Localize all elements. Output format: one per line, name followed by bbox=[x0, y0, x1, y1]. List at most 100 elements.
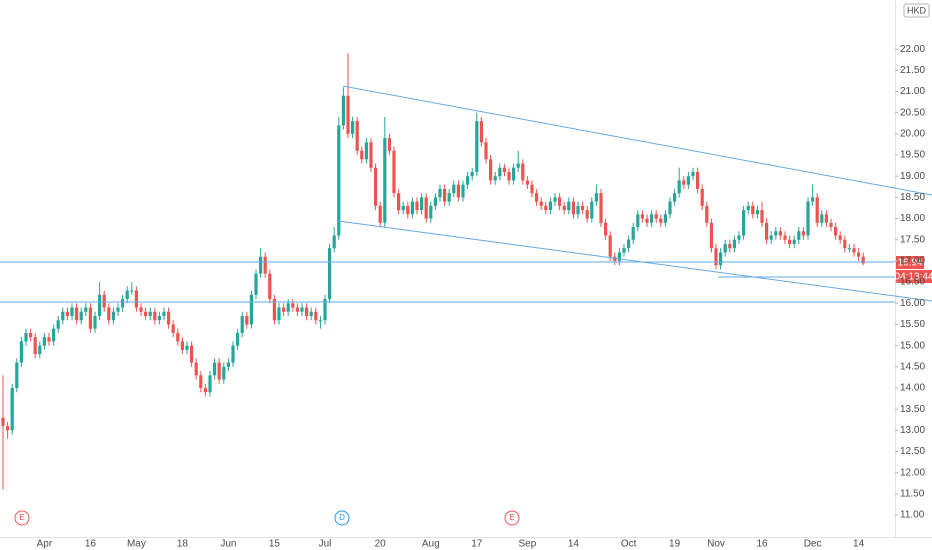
candle-body bbox=[820, 214, 824, 223]
candle-body bbox=[226, 362, 230, 367]
y-tick-label: 12.50 bbox=[900, 446, 925, 457]
candle-body bbox=[512, 167, 516, 181]
candle-body bbox=[475, 121, 479, 172]
candle-body bbox=[1, 417, 5, 427]
candle-body bbox=[139, 307, 143, 312]
candle-body bbox=[153, 311, 157, 321]
candle-body bbox=[29, 332, 33, 338]
candle-body bbox=[360, 150, 364, 160]
candle-body bbox=[10, 387, 14, 431]
candle-body bbox=[236, 332, 240, 346]
candle-body bbox=[125, 290, 129, 300]
y-tick-label: 21.00 bbox=[900, 86, 925, 97]
candle-body bbox=[47, 337, 51, 342]
event-marker[interactable] bbox=[14, 510, 30, 526]
candle-body bbox=[769, 235, 773, 240]
candle-body bbox=[663, 214, 667, 223]
candle-body bbox=[263, 256, 267, 274]
candle-body bbox=[364, 142, 368, 160]
candle-body bbox=[484, 142, 488, 160]
candle-body bbox=[613, 256, 617, 261]
x-tick-label: 14 bbox=[568, 539, 580, 550]
candle-body bbox=[525, 180, 529, 185]
candle-body bbox=[765, 222, 769, 240]
x-tick-label: 20 bbox=[375, 539, 387, 550]
candle-body bbox=[75, 307, 79, 321]
candle-body bbox=[548, 201, 552, 211]
candle-body bbox=[686, 176, 690, 185]
y-tick-label: 11.00 bbox=[900, 510, 925, 521]
candle-body bbox=[774, 231, 778, 236]
candle-body bbox=[470, 171, 474, 177]
candle-body bbox=[70, 307, 74, 316]
candle-body bbox=[778, 231, 782, 236]
y-tick-label: 18.50 bbox=[900, 192, 925, 203]
candle-body bbox=[268, 273, 272, 300]
currency-box[interactable] bbox=[903, 3, 930, 18]
candle-body bbox=[705, 205, 709, 223]
candle-body bbox=[456, 184, 460, 198]
candle-body bbox=[415, 201, 419, 211]
candle-body bbox=[507, 171, 511, 181]
candle-body bbox=[272, 299, 276, 321]
candle-body bbox=[134, 290, 138, 308]
event-label: E bbox=[509, 513, 514, 522]
candle-body bbox=[240, 315, 244, 333]
candle-body bbox=[553, 197, 557, 202]
y-tick-label: 13.00 bbox=[900, 425, 925, 436]
candle-body bbox=[493, 176, 497, 181]
candle-body bbox=[130, 290, 134, 292]
x-tick-label: Sep bbox=[519, 539, 537, 550]
candle-body bbox=[88, 307, 92, 329]
candle-body bbox=[429, 205, 433, 219]
y-tick-label: 17.00 bbox=[900, 256, 925, 267]
candle-body bbox=[852, 248, 856, 253]
candle-body bbox=[121, 299, 125, 308]
candle-body bbox=[300, 307, 304, 312]
candle-body bbox=[213, 362, 217, 376]
candle-body bbox=[314, 311, 318, 321]
y-tick-label: 16.50 bbox=[900, 277, 925, 288]
last-price: 16.94 bbox=[897, 258, 922, 269]
candle-body bbox=[829, 222, 833, 228]
candle-body bbox=[387, 138, 391, 151]
candle-body bbox=[351, 121, 355, 134]
candle-body bbox=[249, 294, 253, 325]
candle-body bbox=[93, 315, 97, 329]
x-tick-label: 19 bbox=[669, 539, 681, 550]
candle-body bbox=[332, 235, 336, 249]
candle-body bbox=[84, 307, 88, 312]
candle-body bbox=[815, 197, 819, 223]
candle-body bbox=[732, 239, 736, 249]
candle-body bbox=[52, 328, 56, 342]
candle-body bbox=[424, 197, 428, 219]
candle-body bbox=[383, 138, 387, 223]
event-marker[interactable] bbox=[334, 510, 350, 526]
candle-body bbox=[714, 248, 718, 266]
candle-body bbox=[24, 332, 28, 342]
candle-body bbox=[309, 311, 313, 316]
candle-body bbox=[167, 311, 171, 325]
y-tick-label: 21.50 bbox=[900, 65, 925, 76]
countdown: 04:13:44 bbox=[895, 272, 932, 283]
y-tick-label: 15.00 bbox=[900, 340, 925, 351]
x-tick-label: 18 bbox=[177, 539, 189, 550]
candle-body bbox=[79, 311, 83, 321]
candle-body bbox=[190, 345, 194, 363]
event-marker[interactable] bbox=[504, 510, 520, 526]
candle-body bbox=[719, 252, 723, 266]
candle-body bbox=[98, 294, 102, 316]
candle-body bbox=[341, 95, 345, 126]
candle-body bbox=[305, 307, 309, 316]
x-tick-label: 16 bbox=[756, 539, 768, 550]
trend-line-lower bbox=[337, 220, 932, 302]
candle-body bbox=[107, 307, 111, 321]
y-tick-label: 19.50 bbox=[900, 150, 925, 161]
candle-body bbox=[111, 311, 115, 321]
candle-body bbox=[461, 184, 465, 198]
candle-body bbox=[843, 239, 847, 249]
candle-body bbox=[208, 375, 212, 393]
candle-body bbox=[489, 159, 493, 181]
candle-body bbox=[323, 299, 327, 321]
candle-body bbox=[604, 222, 608, 236]
